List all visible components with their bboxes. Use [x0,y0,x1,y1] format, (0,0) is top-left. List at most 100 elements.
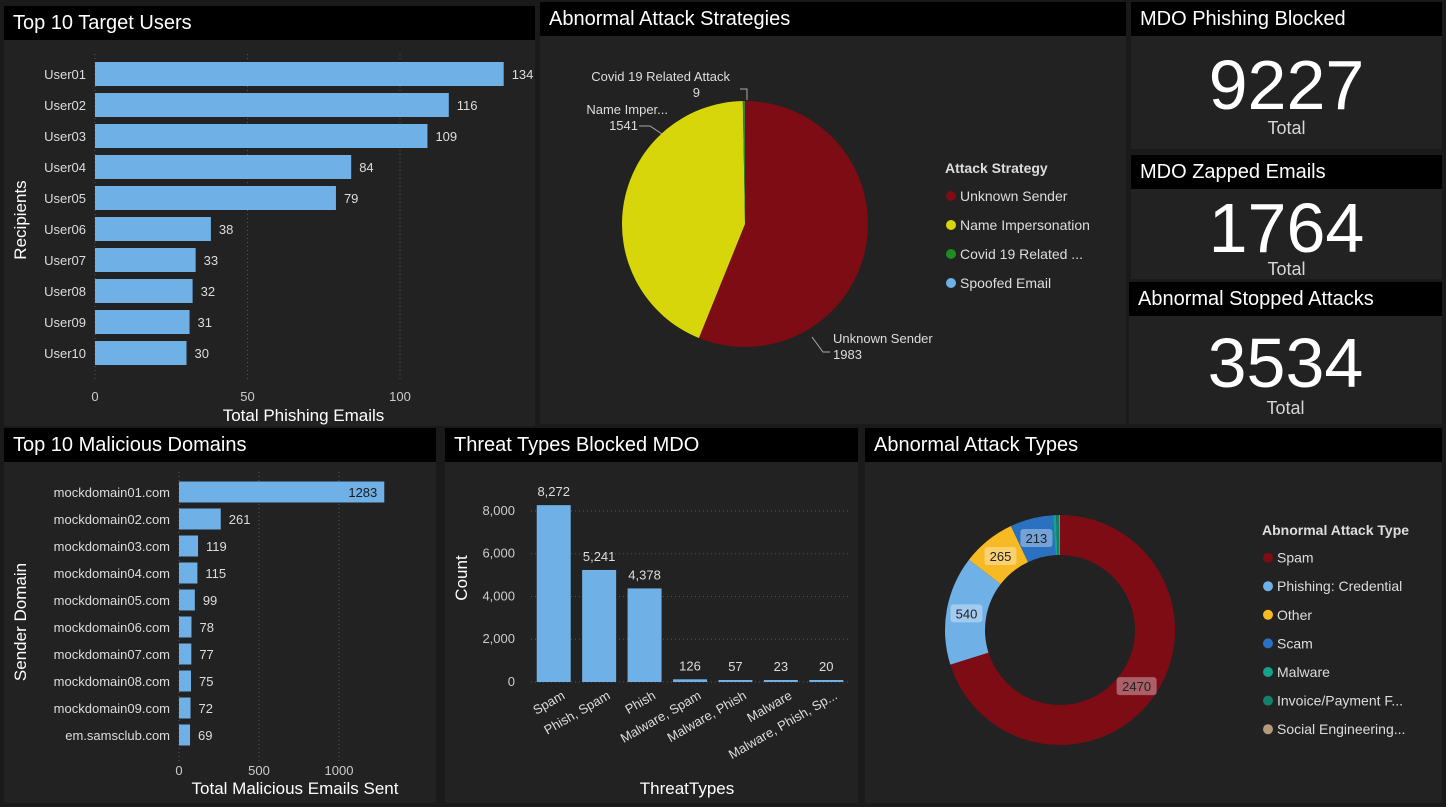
category-label: User06 [44,222,86,237]
category-label: Malware, Phish [664,688,748,745]
data-bar [179,670,191,692]
data-bar [95,155,352,179]
category-label: mockdomain08.com [54,674,170,689]
data-label: 78 [199,620,213,635]
data-label-background [950,604,983,623]
attack-types-chart[interactable]: 2470 540 265 213 Abnormal Attack Type Spam Phi… [865,462,1442,803]
malicious-domains-chart[interactable]: 0 500 1000 mockdomain01.com 1283 mockdomain02… [4,462,436,803]
data-bar [95,186,336,210]
data-label: 2470 [1122,679,1151,694]
data-bar [179,562,198,584]
target-users-panel: Top 10 Target Users 0 50 100 User01 134 User0… [4,6,535,426]
x-axis-title: Total Phishing Emails [223,406,385,425]
pie-slice [698,101,868,347]
y-tick-label: 8,000 [482,503,515,518]
legend-marker [1263,581,1273,592]
data-bar [95,248,196,272]
malicious-domains-panel: Top 10 Malicious Domains 0 500 1000 mockdom… [4,428,436,803]
data-label: 116 [457,98,478,113]
legend-item: Other [1277,607,1312,623]
data-bar [718,680,753,682]
x-tick-label: 100 [389,389,411,404]
slice-value-label: 1541 [609,118,638,133]
category-label: User10 [44,346,86,361]
donut-slice [1056,515,1060,556]
target-users-title: Top 10 Target Users [4,6,535,40]
data-label: 126 [679,658,701,673]
data-label: 213 [1026,531,1048,546]
donut-slice [1053,515,1058,556]
data-bar [673,679,707,682]
legend-item: Unknown Sender [960,188,1068,204]
data-bar [809,680,844,682]
category-label: User02 [44,98,86,113]
kpi-phishing-blocked-subtitle: Total [1267,118,1306,138]
category-label: User05 [44,191,86,206]
kpi-zapped-emails-subtitle: Total [1267,259,1306,279]
legend-item: Malware [1277,664,1330,680]
category-label: User04 [44,160,86,175]
category-label: mockdomain02.com [54,512,170,527]
data-bar [95,62,504,86]
kpi-zapped-emails-value: 1764 [1208,189,1365,267]
data-label: 8,272 [537,484,570,499]
leader-line [740,88,748,100]
data-label: 1283 [348,485,377,500]
slice-value-label: 1983 [833,347,862,362]
category-label: mockdomain07.com [54,647,170,662]
kpi-stopped-attacks-panel: Abnormal Stopped Attacks 3534 Total [1129,282,1442,424]
category-label: User03 [44,129,86,144]
legend-marker [946,191,956,201]
data-bar [179,724,191,746]
x-tick-label: 500 [248,763,270,778]
data-bar [95,310,190,334]
data-label: 265 [990,549,1012,564]
data-bar [582,569,617,682]
donut-slice [968,525,1029,585]
legend-marker [1263,695,1273,706]
slice-name-label: Unknown Sender [833,331,933,346]
data-label: 84 [359,160,373,175]
legend-marker [1263,552,1273,563]
attack-types-panel: Abnormal Attack Types 2470 540 265 213 Abnor… [865,428,1442,803]
data-bar [179,616,192,638]
leader-line [639,125,663,135]
category-label: mockdomain06.com [54,620,170,635]
legend-marker [1263,724,1273,735]
leader-line [811,336,830,353]
kpi-stopped-attacks-value: 3534 [1207,324,1364,402]
data-label: 69 [198,728,212,743]
legend-item: Spam [1277,550,1314,566]
y-tick-label: 0 [508,674,515,689]
data-label: 20 [819,659,833,674]
kpi-phishing-blocked-title: MDO Phishing Blocked [1131,2,1442,36]
slice-name-label: Covid 19 Related Attack [591,69,730,84]
category-label: User08 [44,284,86,299]
target-users-chart[interactable]: 0 50 100 User01 134 User02 116 User03 109 User04 8… [4,40,535,426]
x-tick-label: 50 [240,389,254,404]
data-label: 115 [205,566,226,581]
data-bar [95,93,449,117]
malicious-domains-title: Top 10 Malicious Domains [4,428,436,462]
data-bar [179,643,192,665]
x-tick-label: 0 [175,763,182,778]
data-label: 72 [199,701,213,716]
kpi-zapped-emails-title: MDO Zapped Emails [1131,155,1442,189]
data-label: 5,241 [583,549,616,564]
y-tick-label: 6,000 [482,546,515,561]
x-axis-title: ThreatTypes [640,779,735,798]
threat-types-chart[interactable]: 02,0004,0006,0008,0008,272Spam5,241Phish… [445,462,858,803]
donut-slice [950,515,1175,745]
data-label: 119 [206,539,227,554]
legend-item: Spoofed Email [960,275,1051,291]
data-label: 33 [204,253,218,268]
category-label: mockdomain01.com [54,485,170,500]
data-bar [95,341,187,365]
attack-strategies-title: Abnormal Attack Strategies [540,2,1126,36]
donut-slice [1059,515,1060,556]
data-label: 261 [229,512,251,527]
x-tick-label: 0 [91,389,98,404]
data-label: 75 [199,674,213,689]
data-label: 57 [728,659,742,674]
